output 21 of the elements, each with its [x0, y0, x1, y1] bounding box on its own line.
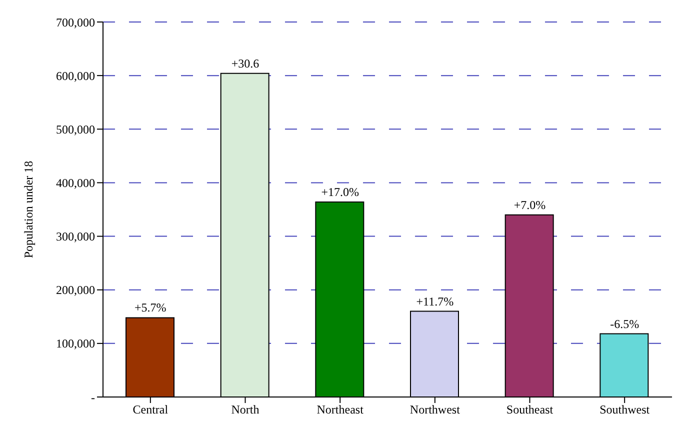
- y-tick-label: 500,000: [56, 122, 95, 136]
- x-tick-label: Northeast: [316, 402, 364, 417]
- x-tick-label: Southwest: [600, 402, 650, 417]
- annotation: -6.5%: [610, 316, 640, 331]
- x-tick-label: North: [231, 402, 260, 417]
- annotation: +17.0%: [321, 185, 359, 199]
- x-tick-label: Northwest: [410, 402, 461, 417]
- x-tick-label: Central: [132, 402, 169, 417]
- y-tick-label: 300,000: [56, 230, 95, 244]
- x-tick-label: Southeast: [506, 402, 554, 417]
- annotation: +30.6: [231, 56, 260, 70]
- y-tick-label: 400,000: [56, 176, 95, 190]
- y-tick-label: 700,000: [56, 15, 95, 30]
- y-tick-label: 200,000: [56, 283, 95, 298]
- y-tick-label: 600,000: [56, 68, 95, 83]
- annotation: +11.7%: [416, 294, 454, 308]
- annotation: +7.0%: [514, 198, 546, 212]
- y-tick-label: 100,000: [56, 336, 95, 351]
- y-tick-label: -: [91, 390, 95, 404]
- annotation: +5.7%: [134, 300, 166, 315]
- y-axis-title: Population under 18: [21, 160, 36, 258]
